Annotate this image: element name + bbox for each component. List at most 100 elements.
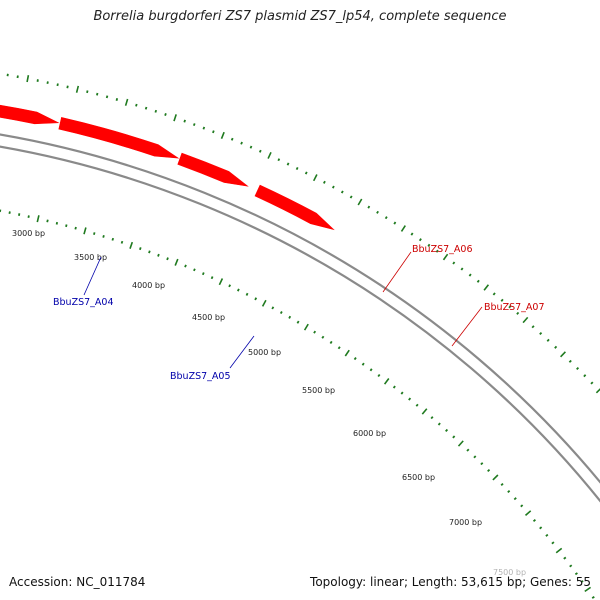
- gene-label-a06[interactable]: BbuZS7_A06: [412, 244, 473, 255]
- minor-tick: [392, 385, 396, 389]
- minor-tick: [569, 564, 573, 568]
- minor-tick: [46, 81, 49, 84]
- minor-tick: [56, 83, 59, 87]
- minor-tick: [27, 215, 30, 218]
- major-tick: [26, 75, 30, 83]
- minor-tick: [580, 580, 584, 584]
- minor-tick: [120, 240, 124, 244]
- minor-tick: [532, 519, 536, 522]
- minor-tick: [590, 381, 594, 385]
- minor-tick: [321, 335, 325, 339]
- minor-tick: [539, 331, 543, 336]
- minor-tick: [508, 305, 512, 309]
- minor-tick: [349, 195, 353, 199]
- bp-tick-label: 3000 bp: [12, 229, 45, 238]
- minor-tick: [545, 533, 549, 537]
- minor-tick: [418, 238, 422, 242]
- minor-tick: [551, 541, 555, 545]
- minor-tick: [295, 166, 299, 171]
- major-tick: [124, 98, 129, 106]
- inner-tick-ring: [0, 209, 595, 599]
- minor-tick: [154, 109, 158, 113]
- minor-tick: [384, 216, 388, 220]
- major-tick: [344, 349, 350, 357]
- minor-tick: [148, 250, 151, 254]
- minor-tick: [210, 276, 214, 280]
- minor-tick: [192, 123, 196, 127]
- major-tick: [261, 299, 267, 307]
- minor-tick: [480, 462, 484, 466]
- major-tick: [220, 131, 225, 139]
- minor-tick: [546, 338, 550, 342]
- minor-tick: [279, 311, 283, 315]
- minor-tick: [476, 279, 480, 283]
- minor-tick: [86, 90, 89, 94]
- minor-tick: [236, 288, 240, 292]
- minor-tick: [507, 490, 511, 494]
- major-tick: [218, 278, 224, 286]
- minor-tick: [554, 345, 558, 349]
- major-tick: [36, 215, 40, 223]
- minor-tick: [8, 211, 11, 214]
- minor-tick: [74, 226, 77, 230]
- minor-tick: [430, 416, 434, 420]
- minor-tick: [115, 98, 119, 102]
- minor-tick: [487, 468, 491, 473]
- minor-tick: [105, 95, 109, 99]
- minor-tick: [452, 261, 456, 265]
- backbone-inner-line: [0, 145, 600, 503]
- gene-arrow-a07[interactable]: [58, 117, 180, 159]
- minor-tick: [157, 253, 160, 257]
- minor-tick: [337, 346, 341, 350]
- callout-line-a05: [229, 335, 255, 369]
- minor-tick: [249, 145, 253, 149]
- bp-tick-label: 5500 bp: [302, 386, 335, 395]
- major-tick: [383, 378, 390, 385]
- bp-tick-labels: 3000 bp 3500 bp 4000 bp 4500 bp 5000 bp 5500 …: [12, 229, 526, 577]
- minor-tick: [96, 92, 99, 96]
- bp-tick-label: 5000 bp: [248, 348, 281, 357]
- gene-arrow-forward[interactable]: [177, 152, 249, 187]
- minor-tick: [369, 368, 373, 372]
- minor-tick: [228, 284, 232, 288]
- major-tick: [357, 198, 363, 206]
- minor-tick: [500, 482, 504, 486]
- bp-tick-label: 3500 bp: [74, 253, 107, 262]
- minor-tick: [576, 366, 580, 371]
- minor-tick: [323, 180, 326, 184]
- minor-tick: [212, 130, 215, 134]
- gene-features: [0, 104, 335, 231]
- major-tick: [173, 114, 177, 122]
- gene-arrow-a06[interactable]: [0, 104, 60, 125]
- minor-tick: [410, 232, 414, 236]
- minor-tick: [144, 106, 148, 110]
- minor-tick: [296, 320, 300, 324]
- major-tick: [312, 174, 318, 182]
- minor-tick: [583, 374, 587, 378]
- minor-tick: [460, 267, 464, 271]
- accession-text: Accession: NC_011784: [9, 575, 146, 589]
- minor-tick: [202, 126, 206, 130]
- callout-line-a07: [451, 306, 483, 347]
- minor-tick: [367, 205, 371, 209]
- gene-label-a04[interactable]: BbuZS7_A04: [53, 297, 114, 308]
- minor-tick: [286, 162, 290, 166]
- gene-label-a07[interactable]: BbuZS7_A07: [484, 302, 545, 313]
- major-tick: [129, 241, 134, 249]
- minor-tick: [408, 397, 412, 401]
- major-tick: [555, 547, 563, 554]
- bp-tick-label: 4000 bp: [132, 281, 165, 290]
- minor-tick: [415, 403, 419, 407]
- minor-tick: [65, 224, 68, 228]
- minor-tick: [201, 272, 205, 276]
- minor-tick: [111, 237, 115, 241]
- major-tick: [492, 474, 499, 481]
- minor-tick: [184, 264, 187, 268]
- minor-tick: [254, 297, 258, 301]
- minor-tick: [437, 422, 441, 426]
- major-tick: [524, 510, 532, 516]
- minor-tick: [135, 103, 138, 107]
- minor-tick: [393, 221, 397, 225]
- gene-label-a05[interactable]: BbuZS7_A05: [170, 371, 231, 382]
- gene-arrow-forward[interactable]: [254, 184, 335, 231]
